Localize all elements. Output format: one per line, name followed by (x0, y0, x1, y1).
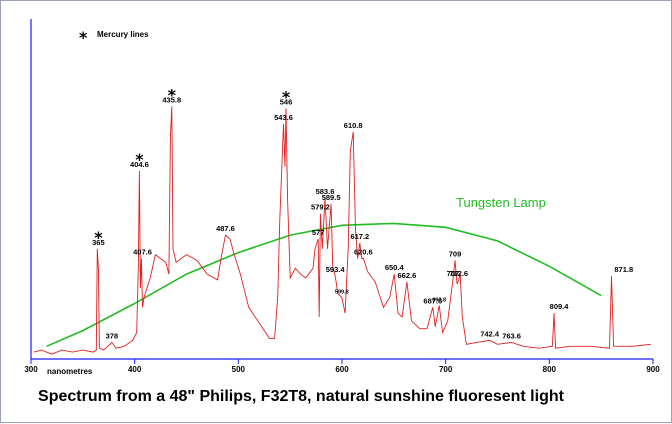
x-tick-label: 800 (543, 365, 557, 374)
peak-label: 365 (92, 238, 105, 247)
peak-label: 404.6 (130, 160, 149, 169)
fluorescent-spectrum-line (33, 106, 651, 355)
peak-label: 407.6 (133, 248, 152, 257)
peak-label: 650.4 (385, 263, 405, 272)
x-tick-label: 900 (646, 365, 660, 374)
x-tick-label: 700 (439, 365, 453, 374)
peak-label: 620.6 (354, 248, 373, 257)
legend-star-icon: * (79, 28, 88, 47)
peak-label: 543.6 (274, 113, 293, 122)
peak-label: 610.8 (344, 121, 363, 130)
peak-label: 599.8 (335, 290, 349, 296)
peak-label: 435.8 (162, 95, 181, 104)
peak-label: 712.6 (449, 269, 468, 278)
peak-label: 579.2 (311, 203, 330, 212)
peak-label: 577 (312, 228, 325, 237)
peak-label: 763.6 (502, 331, 521, 340)
peak-label: 693.8 (432, 297, 446, 303)
peak-label: 687.6 (423, 296, 442, 305)
peak-label: 583.6 (316, 187, 335, 196)
mercury-star-icon: * (168, 85, 177, 104)
peak-label: 593.4 (326, 265, 346, 274)
mercury-star-icon: * (282, 87, 291, 106)
peak-label: 871.8 (614, 265, 633, 274)
peak-label: 378 (106, 331, 119, 340)
x-tick-label: 400 (128, 365, 142, 374)
peak-label: 809.4 (550, 302, 570, 311)
x-axis-label: nanometres (47, 367, 93, 376)
peak-label: 487.6 (216, 224, 235, 233)
peak-label: 617.2 (350, 232, 369, 241)
tungsten-lamp-curve (46, 222, 602, 348)
tungsten-lamp-label: Tungsten Lamp (456, 195, 546, 210)
x-tick-label: 600 (335, 365, 349, 374)
peak-label: 589.5 (322, 193, 341, 202)
peak-label: 546 (280, 97, 293, 106)
peak-label: 709 (449, 249, 462, 258)
peak-label: 662.6 (398, 271, 417, 280)
legend-text: Mercury lines (97, 30, 149, 39)
peak-label: 742.4 (480, 329, 500, 338)
peak-label: 707 (447, 269, 460, 278)
x-tick-label: 300 (24, 365, 38, 374)
chart-title: Spectrum from a 48" Philips, F32T8, natu… (38, 388, 565, 405)
x-tick-label: 500 (232, 365, 246, 374)
mercury-star-icon: * (135, 150, 144, 169)
mercury-star-icon: * (94, 228, 103, 247)
